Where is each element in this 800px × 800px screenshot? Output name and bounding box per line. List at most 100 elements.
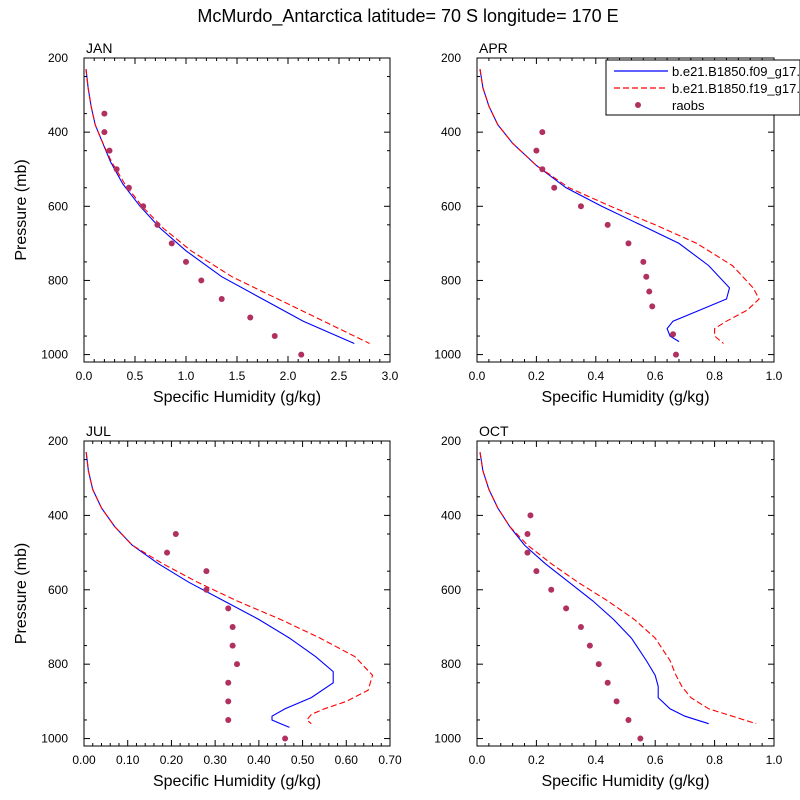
- x-tick-label: 3.0: [382, 369, 399, 383]
- raobs-point: [225, 698, 232, 705]
- x-tick-label: 0.0: [76, 369, 93, 383]
- y-axis-label: Pressure (mb): [13, 159, 30, 260]
- raobs-point: [586, 642, 593, 649]
- panel-oct: OCT 0.0 0.2 0.4 0.6 0.8 1.0 200 400 600 800 1000 Spe…: [434, 423, 782, 790]
- raobs-point: [154, 221, 161, 228]
- plot-area: [85, 69, 370, 358]
- plot-area: [479, 452, 757, 760]
- x-tick-label: 0.8: [706, 753, 723, 767]
- raobs-point: [670, 331, 677, 338]
- legend: b.e21.B1850.f09_g17. b.e21.B1850.f19_g17.…: [605, 59, 800, 116]
- series-line-f09: [479, 452, 709, 725]
- raobs-point: [164, 549, 171, 556]
- raobs-point: [198, 277, 205, 284]
- y-tick-label: 600: [441, 199, 461, 213]
- raobs-point: [298, 351, 305, 358]
- x-tick-label: 0.30: [203, 753, 227, 767]
- x-axis-label: Specific Humidity (g/kg): [153, 773, 321, 790]
- raobs-point: [271, 333, 278, 340]
- raobs-point: [225, 679, 232, 686]
- y-tick-label: 1000: [434, 348, 461, 362]
- x-tick-label: 2.0: [280, 369, 297, 383]
- x-tick-label: 0.5: [127, 369, 144, 383]
- chart-title: McMurdo_Antarctica latitude= 70 S longit…: [197, 6, 618, 27]
- raobs-point: [247, 314, 254, 321]
- y-tick-label: 200: [48, 434, 68, 448]
- y-tick-label: 600: [48, 583, 68, 597]
- legend-marker: [635, 102, 641, 108]
- y-tick-label: 400: [48, 125, 68, 139]
- raobs-point: [203, 586, 210, 593]
- raobs-point: [643, 273, 650, 280]
- raobs-point: [539, 129, 546, 136]
- legend-label: raobs: [672, 98, 705, 113]
- plot-frame: [83, 440, 391, 747]
- y-tick-label: 400: [441, 125, 461, 139]
- y-tick-label: 1000: [41, 732, 68, 746]
- y-tick-label: 200: [48, 51, 68, 65]
- raobs-point: [101, 129, 108, 136]
- panel-label: JUL: [86, 423, 111, 439]
- y-tick-label: 800: [48, 273, 68, 287]
- y-tick-label: 400: [48, 508, 68, 522]
- x-tick-label: 2.5: [331, 369, 348, 383]
- x-tick-label: 0.2: [528, 369, 545, 383]
- raobs-point: [631, 754, 637, 760]
- plot-area: [85, 452, 374, 742]
- x-tick-label: 0.60: [335, 753, 359, 767]
- x-tick-label: 0.2: [528, 753, 545, 767]
- x-tick-label: 0.4: [587, 369, 604, 383]
- x-tick-label: 0.6: [647, 753, 664, 767]
- x-tick-label: 0.50: [291, 753, 315, 767]
- raobs-point: [625, 716, 632, 723]
- x-tick-label: 0.8: [706, 369, 723, 383]
- raobs-point: [640, 258, 647, 265]
- x-tick-label: 0.70: [378, 753, 402, 767]
- y-tick-label: 200: [441, 434, 461, 448]
- plot-frame: [476, 440, 775, 747]
- raobs-point: [113, 166, 120, 173]
- plot-frame: [476, 57, 775, 363]
- x-tick-label: 0.0: [469, 753, 486, 767]
- y-tick-label: 600: [48, 199, 68, 213]
- raobs-point: [533, 147, 540, 154]
- raobs-point: [604, 221, 611, 228]
- panel-label: JAN: [86, 40, 112, 56]
- series-line-f19: [85, 69, 370, 344]
- x-tick-label: 1.0: [766, 369, 783, 383]
- raobs-point: [229, 623, 236, 630]
- raobs-point: [183, 258, 189, 265]
- raobs-point: [125, 184, 132, 191]
- x-tick-label: 0.40: [247, 753, 271, 767]
- raobs-point: [539, 166, 546, 173]
- raobs-point: [551, 184, 558, 191]
- raobs-point: [140, 203, 147, 210]
- raobs-point: [218, 295, 225, 302]
- y-tick-label: 800: [441, 273, 461, 287]
- y-tick-label: 800: [48, 657, 68, 671]
- x-tick-label: 0.10: [116, 753, 140, 767]
- x-tick-label: 0.0: [469, 369, 486, 383]
- raobs-point: [649, 303, 656, 310]
- series-line-f09: [85, 69, 355, 345]
- plot-area: [479, 69, 760, 358]
- raobs-point: [282, 735, 289, 742]
- x-tick-label: 0.4: [587, 753, 604, 767]
- panel-apr: APR 0.0 0.2 0.4 0.6 0.8 1.0 200 400 600 800 1000 Spe…: [434, 40, 782, 406]
- legend-label: b.e21.B1850.f19_g17.: [672, 81, 800, 96]
- raobs-point: [225, 716, 232, 723]
- raobs-point: [595, 661, 602, 668]
- panel-jul: JUL 0.00 0.10 0.20 0.30 0.40 0.50 0.60 0.70 200 40…: [13, 423, 402, 790]
- raobs-point: [548, 586, 555, 593]
- panels: JAN 0.0 0.5 1.0 1.5 2.0 2.5 3.0 200 400 600 800 1000…: [13, 40, 783, 790]
- raobs-point: [225, 605, 232, 612]
- x-tick-label: 0.6: [647, 369, 664, 383]
- series-line-f09: [85, 452, 334, 728]
- raobs-point: [613, 698, 620, 705]
- x-axis-label: Specific Humidity (g/kg): [541, 389, 709, 406]
- raobs-point: [646, 288, 653, 295]
- raobs-point: [577, 623, 584, 630]
- raobs-point: [168, 240, 175, 247]
- raobs-point: [172, 530, 179, 537]
